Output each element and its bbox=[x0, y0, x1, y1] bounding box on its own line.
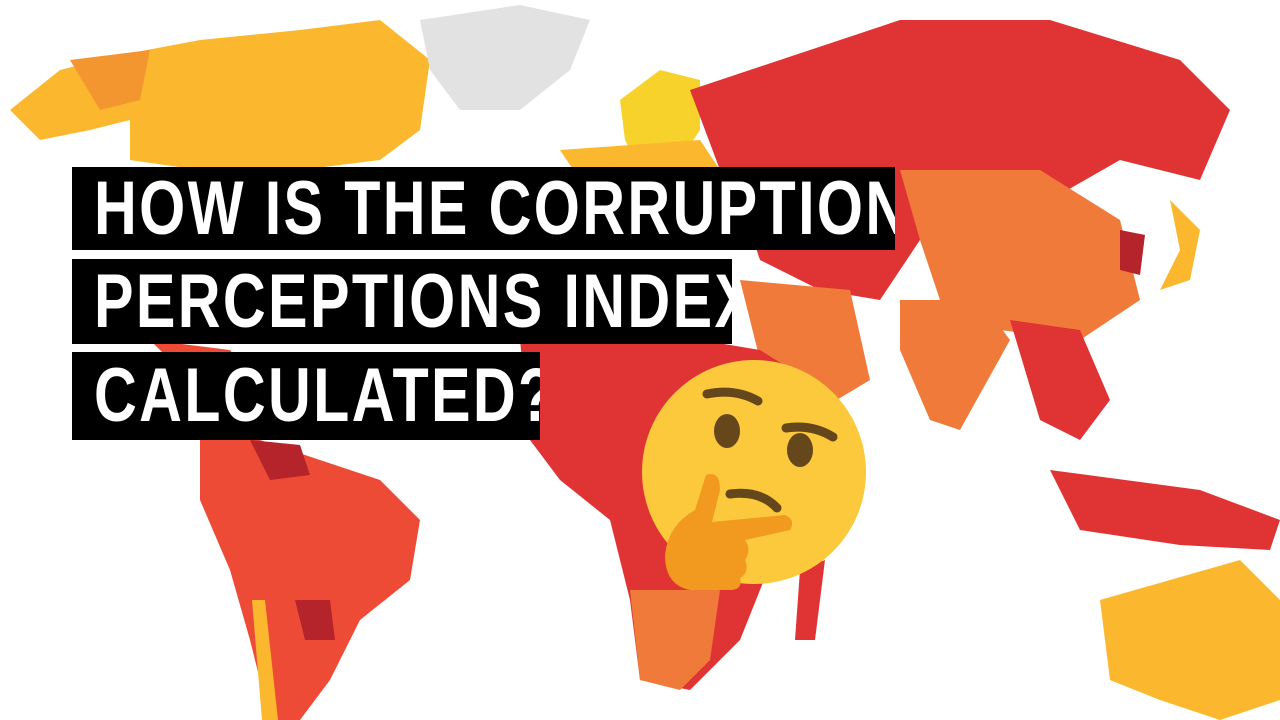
region-paraguay bbox=[295, 600, 335, 640]
region-middle-east bbox=[740, 280, 870, 410]
title-line-3-box: CALCULATED? bbox=[72, 352, 540, 440]
region-venezuela bbox=[250, 440, 310, 480]
title-line-2-box: PERCEPTIONS INDEX bbox=[72, 259, 732, 344]
emoji-right-brow bbox=[781, 422, 838, 442]
region-india bbox=[900, 300, 1010, 430]
title-line-3: CALCULATED? bbox=[94, 353, 540, 438]
region-chile bbox=[252, 600, 278, 720]
emoji-mouth bbox=[725, 488, 782, 513]
region-south-america bbox=[200, 440, 420, 720]
title-line-1: HOW IS THE CORRUPTION bbox=[94, 167, 895, 250]
region-madagascar bbox=[795, 560, 825, 640]
title-line-2: PERCEPTIONS INDEX bbox=[94, 259, 732, 344]
region-canada bbox=[120, 20, 430, 170]
emoji-left-eye bbox=[714, 414, 740, 448]
region-australia bbox=[1100, 560, 1280, 720]
region-korea bbox=[1120, 230, 1145, 275]
region-southern-africa bbox=[630, 590, 720, 690]
region-usa bbox=[70, 50, 150, 110]
region-southeast-asia bbox=[1010, 320, 1110, 440]
region-japan bbox=[1160, 200, 1200, 290]
emoji-left-brow bbox=[702, 387, 763, 406]
emoji-hand bbox=[665, 474, 793, 590]
emoji-right-eye bbox=[787, 433, 813, 467]
region-indonesia bbox=[1050, 470, 1280, 550]
region-russia bbox=[690, 20, 1230, 200]
title-line-1-box: HOW IS THE CORRUPTION bbox=[72, 167, 895, 250]
region-greenland bbox=[420, 5, 590, 110]
region-china bbox=[900, 170, 1140, 340]
